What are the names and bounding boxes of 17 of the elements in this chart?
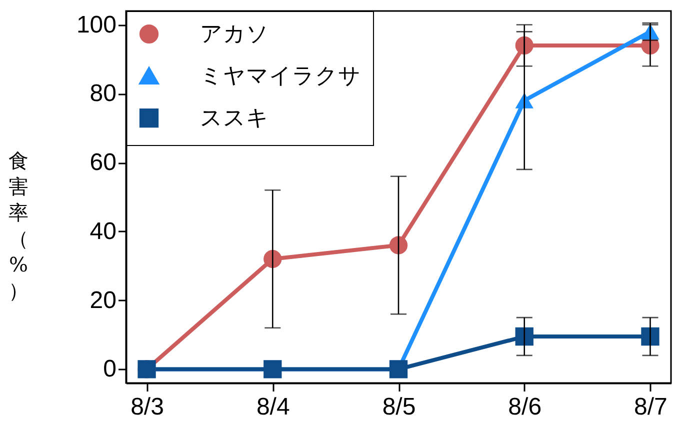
legend-label: ススキ: [200, 105, 269, 130]
point: [641, 327, 660, 346]
legend-label: アカソ: [200, 21, 269, 46]
x-tick-label: 8/6: [508, 394, 542, 420]
x-tick-label: 8/7: [634, 394, 668, 420]
x-tick-label: 8/5: [382, 394, 416, 420]
y-tick-label: 0: [103, 356, 116, 383]
y-tick-label: 60: [90, 149, 116, 176]
point: [515, 327, 534, 346]
y-axis-title: 食害率（%）: [8, 148, 28, 302]
y-tick-label: 100: [76, 11, 116, 38]
y-tick-label: 20: [90, 286, 116, 314]
y-tick-label: 40: [90, 218, 116, 245]
y-tick-label: 80: [90, 80, 116, 108]
x-tick-label: 8/3: [130, 394, 164, 420]
legend-label: ミヤマイラクサ: [200, 63, 361, 88]
x-tick-label: 8/4: [256, 394, 290, 420]
